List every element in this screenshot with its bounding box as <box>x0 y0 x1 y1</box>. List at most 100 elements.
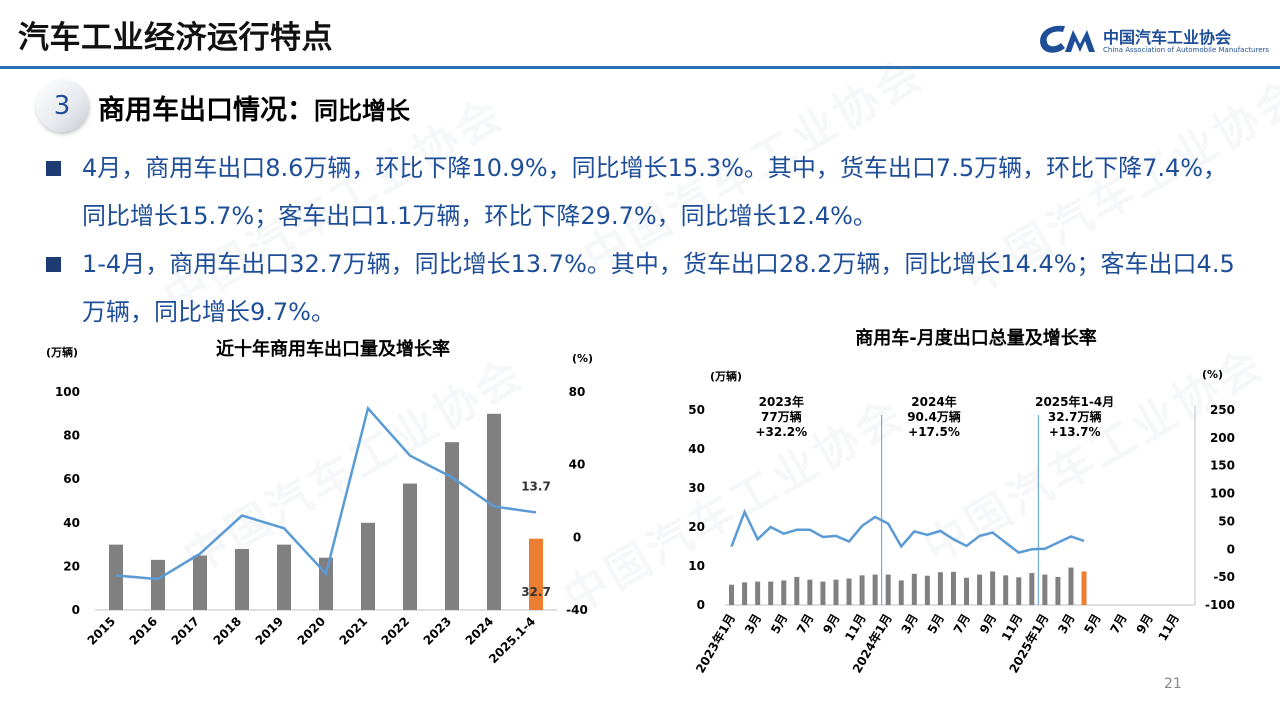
annotation-growth: +32.2% <box>755 425 807 439</box>
x-tick-label: 2018 <box>211 614 245 648</box>
annual-export-chart: 近十年商用车出口量及增长率 (万辆) (%) 0 20 40 60 80 100 -40 0 4… <box>46 338 593 666</box>
bullet-text: 1-4月，商用车出口32.7万辆，同比增长13.7%。其中，货车出口28.2万辆… <box>82 250 1235 326</box>
y-right-tick-label: 40 <box>569 458 586 472</box>
y-left-tick-label: 100 <box>55 385 80 399</box>
bullet-text: 4月，商用车出口8.6万辆，环比下降10.9%，同比增长15.3%。其中，货车出… <box>82 154 1228 230</box>
x-tick-label: 9月 <box>977 612 999 637</box>
bar <box>193 555 207 610</box>
y-right-unit: (%) <box>1202 368 1223 381</box>
section-title: 商用车出口情况：同比增长 <box>98 88 410 127</box>
annotation-volume: 77万辆 <box>761 409 802 424</box>
y-left-tick-label: 30 <box>688 481 705 495</box>
y-right-tick-label: 0 <box>573 530 581 544</box>
page-title: 汽车工业经济运行特点 <box>18 20 333 56</box>
x-tick-label: 9月 <box>820 612 842 637</box>
y-right-tick-label: 200 <box>1210 431 1235 445</box>
bar <box>1003 575 1009 605</box>
x-tick-label: 2019 <box>253 614 287 648</box>
x-tick-label: 5月 <box>925 612 947 637</box>
x-tick-label: 2023年1月 <box>692 611 738 675</box>
x-tick-label: 2016 <box>127 614 161 648</box>
bar <box>964 577 970 605</box>
bar <box>911 573 917 605</box>
bar <box>235 548 249 610</box>
x-tick-label: 11月 <box>1156 612 1182 644</box>
chart-title: 近十年商用车出口量及增长率 <box>216 338 450 360</box>
section-title-main: 商用车出口情况： <box>98 95 314 126</box>
y-left-tick-label: 40 <box>688 442 705 456</box>
x-tick-label: 3月 <box>1055 612 1077 637</box>
annotation-growth: +17.5% <box>908 425 960 439</box>
x-tick-label: 2021 <box>337 614 371 648</box>
page-number: 21 <box>1164 676 1182 692</box>
header: 汽车工业经济运行特点 中国汽车工业协会 China Association of… <box>0 0 1280 70</box>
bar <box>109 544 123 610</box>
bar <box>794 576 800 605</box>
logo: 中国汽车工业协会 China Association of Automobile… <box>1035 22 1280 62</box>
caam-logo-icon <box>1040 25 1095 53</box>
annotation-year: 2023年 <box>759 394 804 409</box>
bar <box>807 579 813 605</box>
y-left-tick-label: 20 <box>63 559 80 573</box>
y-left-tick-label: 40 <box>63 516 80 530</box>
x-tick-label: 2023 <box>421 614 455 648</box>
data-label-bar: 32.7 <box>521 585 551 599</box>
y-left-tick-label: 50 <box>688 403 705 417</box>
bar <box>768 581 774 605</box>
y-right-tick-label: 50 <box>1218 514 1235 528</box>
bullet-item: 4月，商用车出口8.6万辆，环比下降10.9%，同比增长15.3%。其中，货车出… <box>46 144 1246 240</box>
bar <box>1068 567 1074 605</box>
x-tick-label: 2017 <box>169 614 203 648</box>
x-tick-label: 2022 <box>379 614 413 648</box>
x-tick-label: 5月 <box>768 612 790 637</box>
bar <box>820 581 826 605</box>
x-tick-label: 11月 <box>842 612 868 644</box>
y-right-tick-label: 150 <box>1210 459 1235 473</box>
bar <box>898 580 904 605</box>
bar <box>872 574 878 605</box>
y-right-tick-label: -40 <box>566 603 588 617</box>
x-tick-label: 3月 <box>899 612 921 637</box>
header-divider <box>0 66 1280 69</box>
x-tick-label: 7月 <box>1107 612 1129 637</box>
bar <box>1055 576 1061 605</box>
x-tick-label: 5月 <box>1081 612 1103 637</box>
x-tick-label: 7月 <box>951 612 973 637</box>
y-left-unit: (万辆) <box>46 345 78 359</box>
y-right-tick-label: 0 <box>1227 542 1235 556</box>
x-tick-label: 3月 <box>742 612 764 637</box>
bar <box>755 581 761 605</box>
bar <box>487 413 501 610</box>
bar <box>859 575 865 605</box>
bar <box>151 559 165 610</box>
bar <box>937 572 943 605</box>
bullet-item: 1-4月，商用车出口32.7万辆，同比增长13.7%。其中，货车出口28.2万辆… <box>46 240 1246 336</box>
x-tick-label: 9月 <box>1134 612 1156 637</box>
growth-line <box>730 508 1085 554</box>
section-number-badge: 3 <box>36 80 88 132</box>
bullet-square-icon <box>46 161 61 176</box>
bullet-square-icon <box>46 257 61 272</box>
bar <box>950 571 956 605</box>
bar <box>403 483 417 610</box>
y-left-tick-label: 0 <box>697 598 705 612</box>
annotation-year: 2025年1-4月 <box>1035 394 1114 409</box>
y-left-tick-label: 60 <box>63 472 80 486</box>
data-label-line: 13.7 <box>521 479 551 493</box>
bar <box>990 571 996 605</box>
annotation-year: 2024年 <box>911 394 956 409</box>
section-title-sub: 同比增长 <box>314 97 410 125</box>
chart-title: 商用车-月度出口总量及增长率 <box>855 327 1096 349</box>
y-right-tick-label: 100 <box>1210 487 1235 501</box>
bar <box>445 442 459 610</box>
y-right-tick-label: -50 <box>1213 570 1235 584</box>
monthly-export-chart: 商用车-月度出口总量及增长率 (万辆) (%) 0 10 20 30 40 50 -100 -… <box>688 327 1235 675</box>
bar <box>277 544 291 610</box>
bar <box>361 522 375 610</box>
annotation-volume: 32.7万辆 <box>1048 409 1102 424</box>
x-tick-label: 11月 <box>999 612 1025 644</box>
y-right-unit: (%) <box>572 352 593 365</box>
bar <box>742 582 748 605</box>
bar <box>529 538 543 610</box>
growth-line <box>115 405 537 581</box>
